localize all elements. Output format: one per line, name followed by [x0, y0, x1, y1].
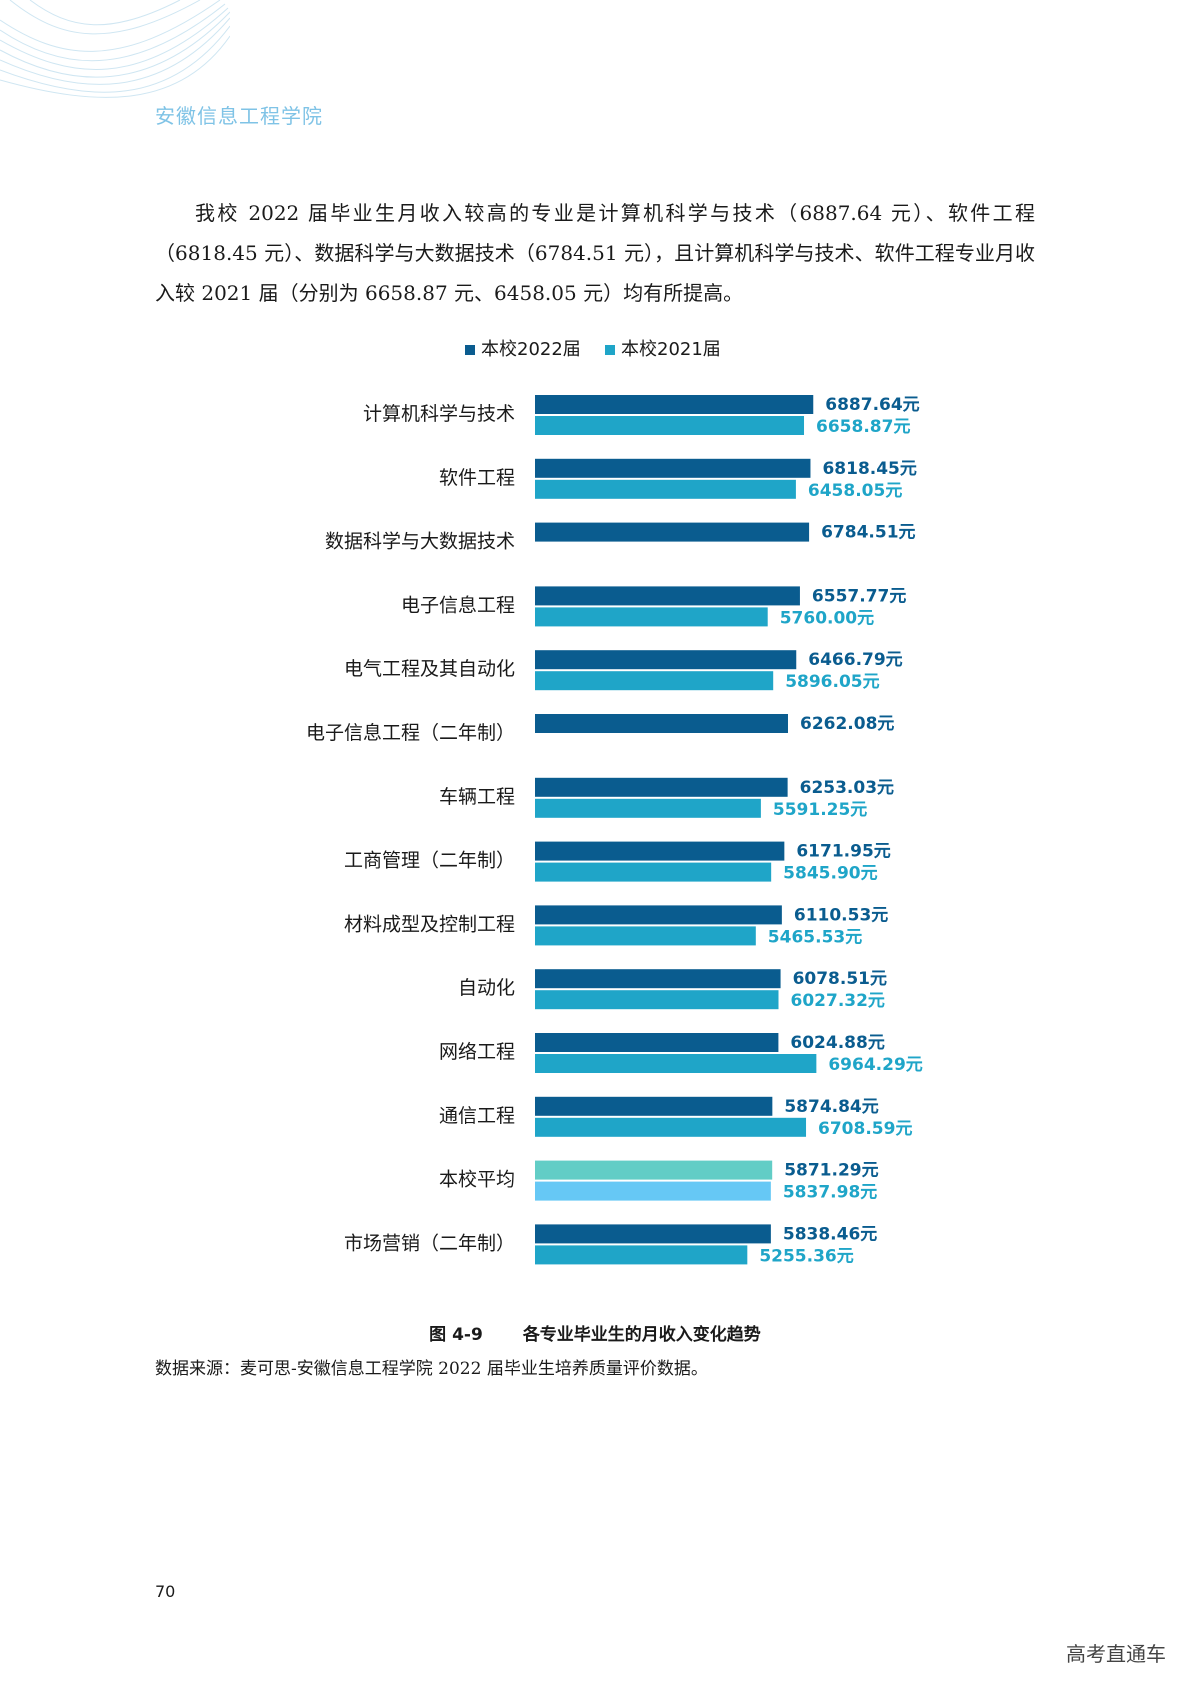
category-label: 网络工程: [439, 1041, 515, 1063]
category-label: 车辆工程: [439, 786, 515, 808]
data-label-2021: 5837.98元: [783, 1183, 877, 1203]
bar-2022: [535, 650, 797, 670]
figure-number: 图 4-9: [429, 1325, 483, 1345]
bar-2022: [535, 458, 811, 478]
data-label-2022: 6024.88元: [790, 1033, 884, 1053]
bar-2021: [535, 798, 761, 818]
category-label: 电子信息工程: [401, 594, 515, 616]
bar-2022: [535, 1033, 779, 1052]
data-label-2022: 6110.53元: [794, 905, 888, 925]
legend-2022-swatch: [465, 345, 475, 355]
category-label: 计算机科学与技术: [363, 403, 515, 425]
bar-2022: [535, 1224, 771, 1244]
category-label: 工商管理（二年制）: [344, 850, 515, 872]
bar-2021: [535, 990, 779, 1010]
data-label-2021: 6708.59元: [818, 1119, 912, 1139]
data-label-2022: 5871.29元: [784, 1161, 878, 1181]
data-label-2022: 6784.51元: [821, 523, 915, 543]
bar-2021: [535, 416, 805, 435]
watermark: 高考直通车: [1066, 1642, 1166, 1666]
corner-decoration: [0, 0, 230, 98]
category-label: 市场营销（二年制）: [344, 1232, 515, 1254]
data-label-2021: 6658.87元: [816, 417, 910, 437]
category-label: 电子信息工程（二年制）: [306, 722, 515, 744]
figure-caption: 图 4-9 各专业毕业生的月收入变化趋势: [0, 1320, 1190, 1345]
data-label-2022: 5838.46元: [783, 1224, 877, 1244]
category-label: 电气工程及其自动化: [344, 658, 515, 680]
category-label: 数据科学与大数据技术: [325, 531, 515, 553]
bar-2021: [535, 607, 768, 627]
bar-2021: [535, 1117, 807, 1137]
body-paragraph: 我校 2022 届毕业生月收入较高的专业是计算机科学与技术（6887.64 元）…: [155, 201, 1035, 305]
legend-2021-label: 本校2021届: [621, 339, 721, 360]
legend-2021-swatch: [605, 345, 615, 355]
data-label-2021: 6964.29元: [828, 1055, 922, 1075]
bar-2022: [535, 714, 788, 733]
data-source-note: 数据来源：麦可思-安徽信息工程学院 2022 届毕业生培养质量评价数据。: [155, 1359, 708, 1379]
category-label: 通信工程: [439, 1105, 515, 1127]
data-label-2022: 6557.77元: [812, 586, 906, 606]
data-label-2021: 6027.32元: [791, 991, 885, 1011]
bar-2021: [535, 926, 756, 946]
header-school-name: 安徽信息工程学院: [155, 104, 323, 128]
bar-2022: [535, 586, 800, 606]
data-label-2021: 5591.25元: [773, 800, 867, 820]
data-label-2022: 6171.95元: [796, 842, 890, 862]
category-label: 本校平均: [439, 1169, 515, 1191]
category-label: 自动化: [458, 977, 515, 999]
bar-2022: [535, 1096, 773, 1116]
bar-2022: [535, 522, 810, 542]
bar-2022: [535, 395, 814, 414]
data-label-2022: 5874.84元: [784, 1097, 878, 1117]
data-label-2022: 6253.03元: [800, 778, 894, 798]
bar-2022: [535, 969, 781, 989]
data-label-2022: 6466.79元: [808, 650, 902, 670]
data-label-2022: 6818.45元: [822, 459, 916, 479]
data-label-2021: 5760.00元: [780, 608, 874, 628]
bar-2021: [535, 1054, 817, 1073]
figure-title: 各专业毕业生的月收入变化趋势: [522, 1325, 761, 1345]
legend-2022-label: 本校2022届: [481, 339, 581, 360]
bar-2021: [535, 1181, 771, 1201]
bar-2021: [535, 862, 772, 882]
data-label-2022: 6262.08元: [800, 714, 894, 734]
data-label-2022: 6887.64元: [825, 395, 919, 415]
bar-2022: [535, 905, 782, 925]
bar-2021: [535, 479, 796, 499]
bar-2022: [535, 1160, 773, 1180]
bar-2022: [535, 777, 788, 797]
bar-2021: [535, 671, 774, 691]
bar-2021: [535, 1245, 748, 1265]
data-label-2021: 5896.05元: [785, 672, 879, 692]
data-label-2022: 6078.51元: [793, 969, 887, 989]
data-label-2021: 5845.90元: [783, 864, 877, 884]
data-label-2021: 5255.36元: [759, 1246, 853, 1266]
bar-2022: [535, 841, 785, 861]
category-label: 材料成型及控制工程: [344, 913, 515, 935]
category-label: 软件工程: [439, 467, 515, 489]
data-label-2021: 6458.05元: [808, 481, 902, 501]
data-label-2021: 5465.53元: [768, 927, 862, 947]
page-number: 70: [155, 1582, 176, 1601]
